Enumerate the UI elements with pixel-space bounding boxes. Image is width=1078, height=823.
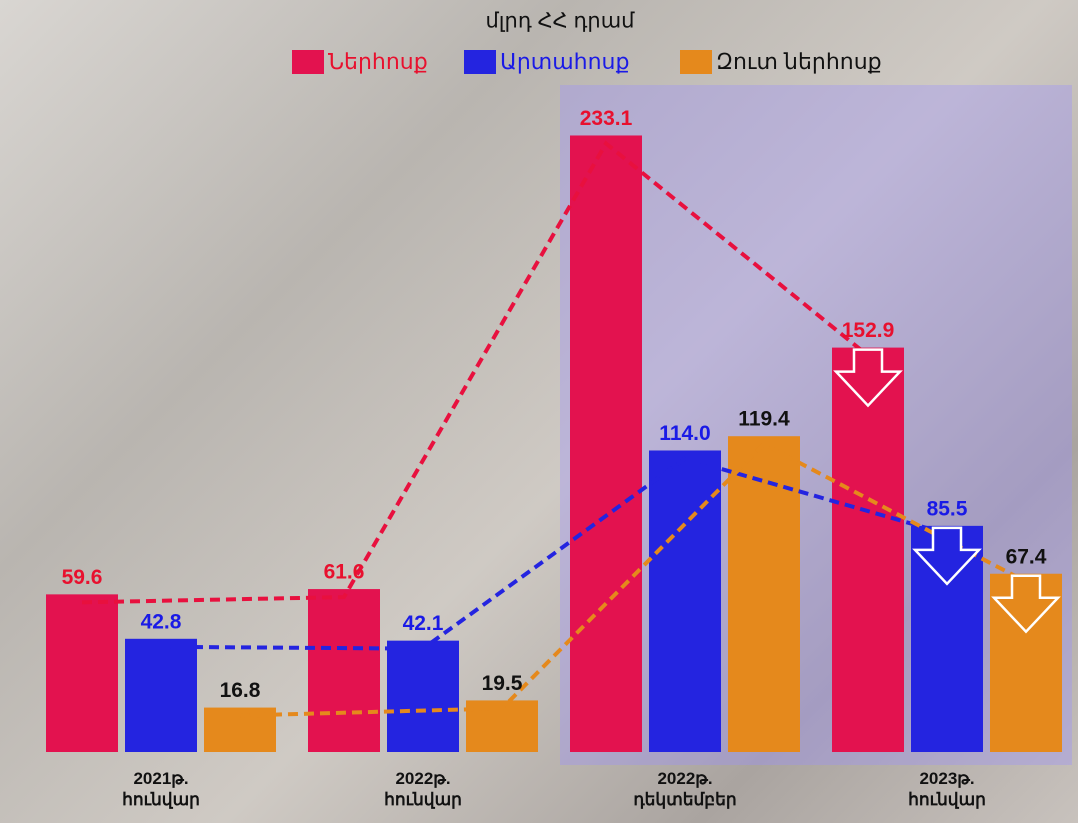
- value-label: 85.5: [927, 497, 968, 520]
- bar: [832, 348, 904, 752]
- value-label: 114.0: [659, 422, 710, 445]
- legend-label: Ներհոսք: [328, 49, 428, 74]
- legend-swatch: [464, 50, 496, 74]
- bar: [728, 436, 800, 752]
- value-label: 19.5: [482, 672, 523, 695]
- legend-label: Զուտ ներհոսք: [716, 49, 882, 74]
- legend-swatch: [680, 50, 712, 74]
- x-tick-label: 2023թ. հունվար: [892, 768, 1002, 810]
- value-label: 152.9: [842, 319, 895, 342]
- bar: [308, 589, 380, 752]
- value-label: 119.4: [738, 408, 790, 431]
- chart: մլրդ ՀՀ դրամ Ներհոսք Արտահոսք Զուտ ներհոսք…: [0, 0, 1078, 823]
- bar: [649, 450, 721, 752]
- bar: [46, 594, 118, 752]
- subtitle: մլրդ ՀՀ դրամ: [486, 10, 636, 33]
- value-label: 61.6: [324, 561, 365, 584]
- x-tick-label: 2021թ. հունվար: [106, 768, 216, 810]
- bar: [570, 135, 642, 752]
- value-label: 42.1: [403, 612, 444, 635]
- value-label: 16.8: [220, 679, 261, 702]
- chart-svg: մլրդ ՀՀ դրամ Ներհոսք Արտահոսք Զուտ ներհոսք…: [0, 0, 1078, 823]
- x-tick-label: 2022թ. հունվար: [368, 768, 478, 810]
- bar: [387, 641, 459, 752]
- x-tick-label: 2022թ. դեկտեմբեր: [630, 768, 740, 810]
- legend-label: Արտահոսք: [500, 49, 629, 74]
- value-label: 42.8: [141, 610, 182, 633]
- legend-swatch: [292, 50, 324, 74]
- value-label: 233.1: [580, 107, 633, 130]
- bar: [125, 639, 197, 752]
- value-label: 59.6: [62, 566, 103, 589]
- value-label: 67.4: [1006, 545, 1047, 568]
